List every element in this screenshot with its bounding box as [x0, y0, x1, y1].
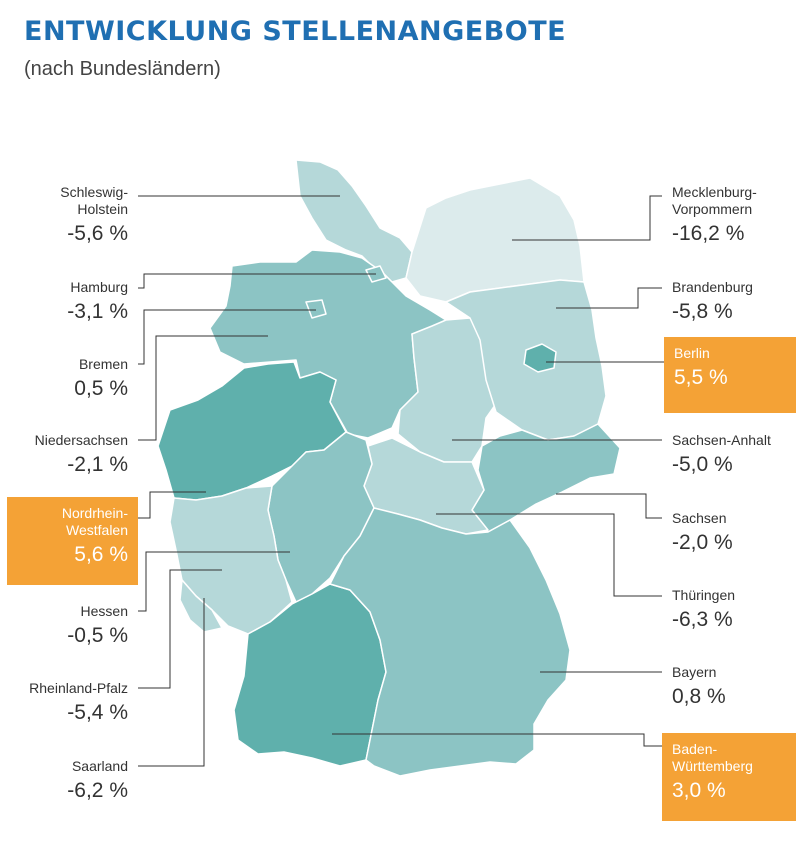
- state-value: -3,1 %: [67, 300, 128, 323]
- label-rheinland-pfalz: Rheinland-Pfalz -5,4 %: [29, 680, 128, 728]
- region-bremen[interactable]: [305, 299, 327, 319]
- state-value: -5,0 %: [672, 453, 733, 476]
- state-name: Sachsen: [672, 510, 727, 526]
- state-value: -2,1 %: [67, 453, 128, 476]
- state-name: Bayern: [672, 664, 717, 680]
- state-name: Schleswig- Holstein: [60, 184, 128, 217]
- region-saarland[interactable]: [179, 579, 223, 633]
- leader-nrw: [138, 491, 206, 519]
- state-name: Brandenburg: [672, 279, 753, 295]
- label-sachsen: Sachsen -2,0 %: [672, 510, 733, 558]
- leader-hessen: [138, 551, 290, 612]
- region-bayern[interactable]: [329, 507, 571, 777]
- state-value: -0,5 %: [67, 624, 128, 647]
- state-value: -5,4 %: [67, 701, 128, 724]
- region-schleswig-holstein[interactable]: [295, 159, 413, 283]
- state-value: -6,3 %: [672, 608, 733, 631]
- state-name: Bremen: [78, 356, 128, 372]
- state-name: Sachsen-Anhalt: [672, 432, 771, 448]
- leader-hamburg: [138, 273, 376, 289]
- leader-mecklenburg-vorpommern: [512, 195, 662, 241]
- leader-saarland: [138, 598, 205, 767]
- label-thueringen: Thüringen -6,3 %: [672, 587, 735, 635]
- state-name: Hessen: [80, 603, 128, 619]
- state-value: -16,2 %: [672, 222, 745, 245]
- label-berlin: Berlin 5,5 %: [664, 337, 796, 413]
- label-bremen: Bremen 0,5 %: [74, 356, 128, 404]
- state-name: Saarland: [71, 758, 128, 774]
- state-value: -5,6 %: [67, 222, 128, 245]
- state-value: -6,2 %: [67, 779, 128, 802]
- leader-thueringen: [436, 513, 662, 597]
- page-subtitle: (nach Bundesländern): [24, 58, 221, 80]
- label-nrw: Nordrhein- Westfalen 5,6 %: [7, 497, 138, 585]
- label-baden-wuerttemberg: Baden- Württemberg 3,0 %: [662, 733, 796, 821]
- state-name: Berlin: [674, 345, 710, 361]
- label-brandenburg: Brandenburg -5,8 %: [672, 279, 753, 327]
- region-berlin[interactable]: [523, 343, 557, 373]
- leader-sachsen: [556, 493, 662, 519]
- page-title: ENTWICKLUNG STELLENANGEBOTE: [24, 16, 567, 47]
- state-value: -5,8 %: [672, 300, 733, 323]
- state-name: Thüringen: [672, 587, 736, 603]
- label-hessen: Hessen -0,5 %: [67, 603, 128, 651]
- label-niedersachsen: Niedersachsen -2,1 %: [35, 432, 128, 480]
- state-name: Nordrhein- Westfalen: [61, 505, 128, 538]
- state-value: 5,6 %: [74, 543, 128, 566]
- state-name: Mecklenburg- Vorpommern: [672, 184, 757, 217]
- state-value: 3,0 %: [672, 779, 726, 802]
- state-name: Niedersachsen: [34, 432, 128, 448]
- state-value: 0,8 %: [672, 685, 726, 708]
- state-name: Baden- Württemberg: [672, 741, 753, 774]
- state-name: Hamburg: [70, 279, 128, 295]
- region-mecklenburg-vorpommern[interactable]: [405, 177, 585, 303]
- label-sachsen-anhalt: Sachsen-Anhalt -5,0 %: [672, 432, 771, 480]
- label-hamburg: Hamburg -3,1 %: [67, 279, 128, 327]
- state-value: 5,5 %: [674, 366, 728, 389]
- leader-rheinland-pfalz: [138, 569, 222, 689]
- leader-baden-wuerttemberg: [332, 733, 662, 747]
- state-name: Rheinland-Pfalz: [29, 680, 128, 696]
- state-value: 0,5 %: [74, 377, 128, 400]
- label-bayern: Bayern 0,8 %: [672, 664, 726, 712]
- leader-niedersachsen: [138, 335, 268, 441]
- label-schleswig-holstein: Schleswig- Holstein -5,6 %: [60, 184, 128, 249]
- leader-brandenburg: [556, 287, 662, 309]
- label-saarland: Saarland -6,2 %: [67, 758, 128, 806]
- label-mecklenburg-vorpommern: Mecklenburg- Vorpommern -16,2 %: [672, 184, 757, 249]
- leader-bremen: [138, 309, 316, 365]
- state-value: -2,0 %: [672, 531, 733, 554]
